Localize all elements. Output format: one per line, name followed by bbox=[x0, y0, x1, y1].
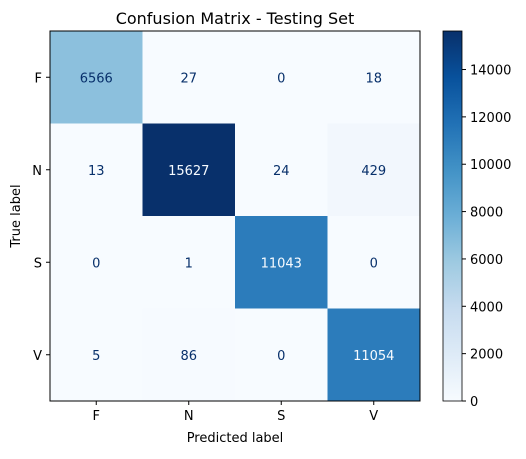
colorbar-tick-label: 0 bbox=[470, 395, 478, 410]
cell-annotations: 6566 27 0 18 13 15627 24 429 0 1 11043 0 5 86 0 11054 bbox=[80, 71, 395, 364]
heatmap-cell bbox=[235, 31, 328, 124]
cell-value-label: 18 bbox=[365, 71, 382, 86]
heatmap-cell bbox=[142, 308, 236, 402]
x-tick-label: F bbox=[93, 409, 100, 424]
cell-value-label: 6566 bbox=[80, 71, 113, 86]
chart-title: Confusion Matrix - Testing Set bbox=[116, 9, 355, 28]
cell-value-label: 11054 bbox=[353, 349, 394, 364]
heatmap-cell bbox=[142, 123, 236, 217]
heatmap-cell bbox=[327, 308, 421, 402]
colorbar-tick-label: 8000 bbox=[470, 206, 503, 221]
colorbar-tick-label: 12000 bbox=[470, 111, 511, 126]
cell-value-label: 11043 bbox=[261, 256, 302, 271]
heatmap-cell bbox=[235, 123, 328, 217]
heatmap-cell bbox=[50, 123, 143, 217]
cell-value-label: 86 bbox=[180, 349, 197, 364]
cell-value-label: 429 bbox=[361, 164, 386, 179]
heatmap-cell bbox=[50, 31, 143, 124]
colorbar-tick-label: 14000 bbox=[470, 64, 511, 79]
colorbar-ticks: 0 2000 4000 6000 8000 10000 12000 14000 bbox=[462, 64, 511, 410]
cell-value-label: 0 bbox=[277, 71, 285, 86]
cell-value-label: 27 bbox=[180, 71, 197, 86]
cell-value-label: 0 bbox=[277, 349, 285, 364]
heatmap-cell bbox=[235, 308, 328, 402]
colorbar bbox=[442, 30, 463, 402]
x-tick-label: S bbox=[277, 409, 285, 424]
x-tick-label: V bbox=[369, 409, 378, 424]
plot-frame bbox=[49, 30, 421, 402]
heatmap-cell bbox=[235, 216, 328, 309]
cell-value-label: 15627 bbox=[168, 164, 209, 179]
cell-value-label: 1 bbox=[185, 256, 193, 271]
heatmap-cell bbox=[50, 216, 143, 309]
y-tick-label: V bbox=[33, 349, 42, 364]
y-axis-label: True label bbox=[9, 184, 24, 248]
x-axis-label: Predicted label bbox=[187, 431, 284, 446]
cell-value-label: 13 bbox=[88, 164, 105, 179]
cell-value-label: 24 bbox=[273, 164, 290, 179]
heatmap-cells bbox=[50, 31, 421, 402]
y-tick-label: F bbox=[35, 71, 42, 86]
colorbar-tick-label: 4000 bbox=[470, 300, 503, 315]
heatmap-cell bbox=[327, 31, 421, 124]
x-tick-label: N bbox=[184, 409, 194, 424]
cell-value-label: 0 bbox=[370, 256, 378, 271]
colorbar-tick-label: 10000 bbox=[470, 158, 511, 173]
heatmap-cell bbox=[50, 308, 143, 402]
y-tick-label: S bbox=[34, 256, 42, 271]
colorbar-tick-label: 2000 bbox=[470, 348, 503, 363]
heatmap-cell bbox=[327, 216, 421, 309]
colorbar-tick-label: 6000 bbox=[470, 253, 503, 268]
heatmap-cell bbox=[142, 31, 236, 124]
cell-value-label: 5 bbox=[92, 349, 100, 364]
cell-value-label: 0 bbox=[92, 256, 100, 271]
heatmap-cell bbox=[327, 123, 421, 217]
heatmap-cell bbox=[142, 216, 236, 309]
y-axis-ticks: F N S V bbox=[32, 71, 50, 364]
y-tick-label: N bbox=[32, 164, 42, 179]
